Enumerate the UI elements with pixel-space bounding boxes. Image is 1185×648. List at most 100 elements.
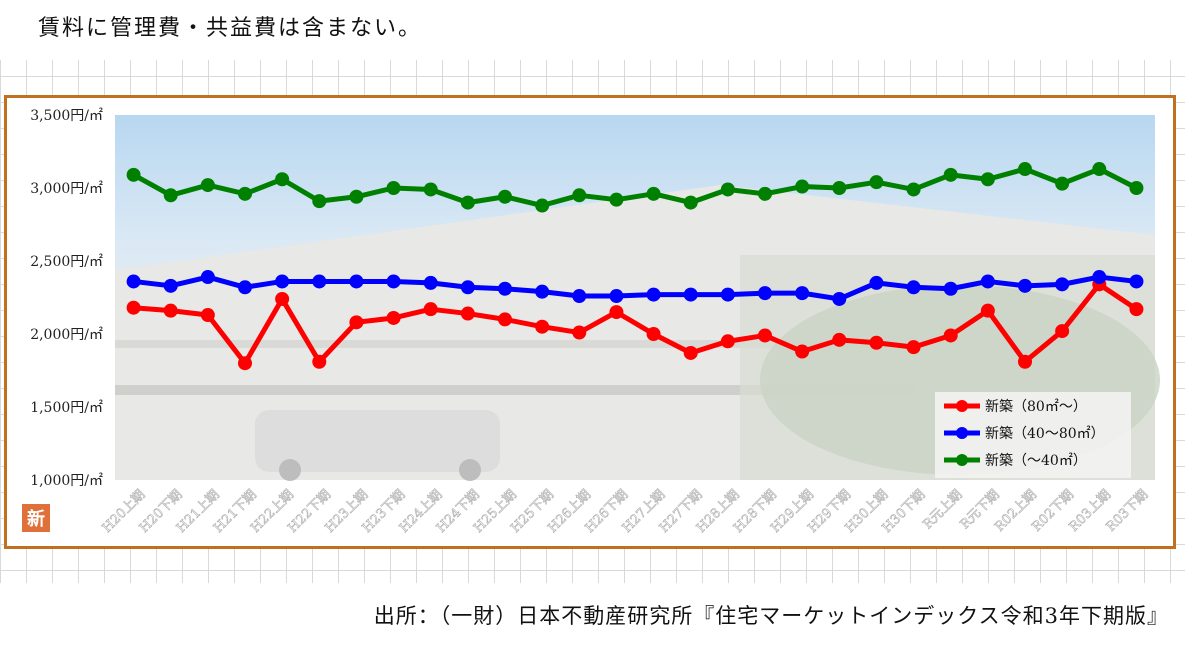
data-point (312, 194, 327, 209)
data-point (386, 181, 401, 195)
data-point (423, 302, 438, 317)
legend: 新築（80㎡～） 新築（40～80㎡） 新築（～40㎡） (935, 392, 1131, 478)
data-point (535, 319, 550, 334)
data-point (832, 181, 847, 195)
data-point (609, 192, 624, 207)
data-point (349, 315, 364, 330)
y-tick-label: 2,500円/㎡ (30, 254, 103, 270)
series-line (133, 281, 1138, 366)
data-point (980, 303, 995, 318)
y-tick-label: 1,000円/㎡ (30, 473, 103, 489)
data-point (460, 306, 475, 321)
data-point (720, 334, 735, 349)
data-point (1092, 270, 1107, 285)
data-point (349, 274, 364, 289)
data-point (1055, 324, 1070, 339)
series-line (132, 166, 1138, 209)
data-point (943, 281, 958, 296)
data-point (795, 344, 810, 359)
data-point (238, 280, 252, 295)
source-citation: 出所：（一財）日本不動産研究所『住宅マーケットインデックス令和3年下期版』 (373, 604, 1169, 628)
y-tick-label: 3,000円/㎡ (30, 181, 103, 197)
data-point (498, 281, 512, 296)
data-point (869, 335, 884, 350)
data-point (200, 308, 215, 323)
data-point (535, 284, 550, 299)
data-point (163, 278, 178, 293)
legend-marker (956, 427, 968, 439)
x-tick-label: R03下期 (1104, 487, 1152, 535)
data-point (980, 172, 995, 187)
data-point (386, 274, 401, 289)
data-point (720, 182, 735, 197)
series-lines (126, 162, 1144, 371)
data-point (943, 167, 958, 182)
data-point (758, 328, 772, 343)
data-point (795, 179, 810, 194)
data-point (460, 195, 475, 210)
data-point (1018, 162, 1032, 177)
legend-label: 新築（～40㎡） (985, 453, 1087, 469)
data-point (758, 286, 772, 301)
y-tick-label: 2,000円/㎡ (30, 327, 103, 343)
data-point (906, 340, 921, 355)
data-point (163, 303, 178, 318)
data-point (312, 354, 327, 369)
data-point (795, 286, 810, 301)
data-point (1018, 278, 1032, 293)
data-point (869, 275, 884, 290)
new-build-logo: 新 (22, 504, 50, 532)
data-point (126, 300, 141, 315)
rent-note: 賃料に管理費・共益費は含まない。 (38, 16, 423, 41)
legend-marker (956, 400, 968, 412)
data-point (683, 345, 698, 360)
legend-label: 新築（40～80㎡） (985, 426, 1105, 442)
data-point (832, 332, 847, 347)
data-point (758, 186, 772, 201)
data-point (460, 280, 475, 295)
data-point (275, 172, 290, 187)
data-point (646, 287, 661, 302)
legend-marker (956, 454, 968, 466)
data-point (906, 182, 921, 197)
data-point (238, 356, 252, 371)
data-point (1018, 354, 1032, 369)
data-point (423, 275, 438, 290)
data-point (275, 274, 290, 289)
data-point (609, 305, 624, 320)
data-point (906, 280, 921, 295)
y-tick-label: 1,500円/㎡ (30, 400, 103, 416)
data-point (126, 274, 141, 289)
data-point (423, 182, 438, 197)
data-point (312, 274, 327, 289)
data-point (683, 195, 698, 210)
data-point (1092, 162, 1107, 177)
data-point (238, 186, 252, 201)
data-point (683, 287, 698, 302)
data-point (200, 270, 215, 285)
x-axis: H20上期H20下期H21上期H21下期H22上期H22下期H23上期H23下期… (99, 487, 1152, 536)
data-point (386, 310, 401, 325)
data-point (126, 167, 141, 182)
data-point (609, 289, 624, 304)
data-point (1055, 277, 1070, 292)
footer-band (0, 583, 1185, 648)
data-point (869, 175, 884, 190)
data-point (572, 188, 587, 203)
data-point (498, 312, 512, 327)
data-point (535, 198, 550, 213)
data-point (275, 291, 290, 306)
data-point (980, 274, 995, 289)
data-point (349, 189, 364, 204)
data-point (200, 178, 215, 193)
legend-label: 新築（80㎡～） (985, 399, 1087, 415)
data-point (1129, 274, 1144, 289)
data-point (646, 327, 661, 341)
data-point (163, 188, 178, 203)
data-point (1129, 302, 1144, 317)
data-point (720, 287, 735, 302)
data-point (1055, 176, 1070, 191)
data-point (646, 186, 661, 201)
series-line (133, 274, 1137, 302)
